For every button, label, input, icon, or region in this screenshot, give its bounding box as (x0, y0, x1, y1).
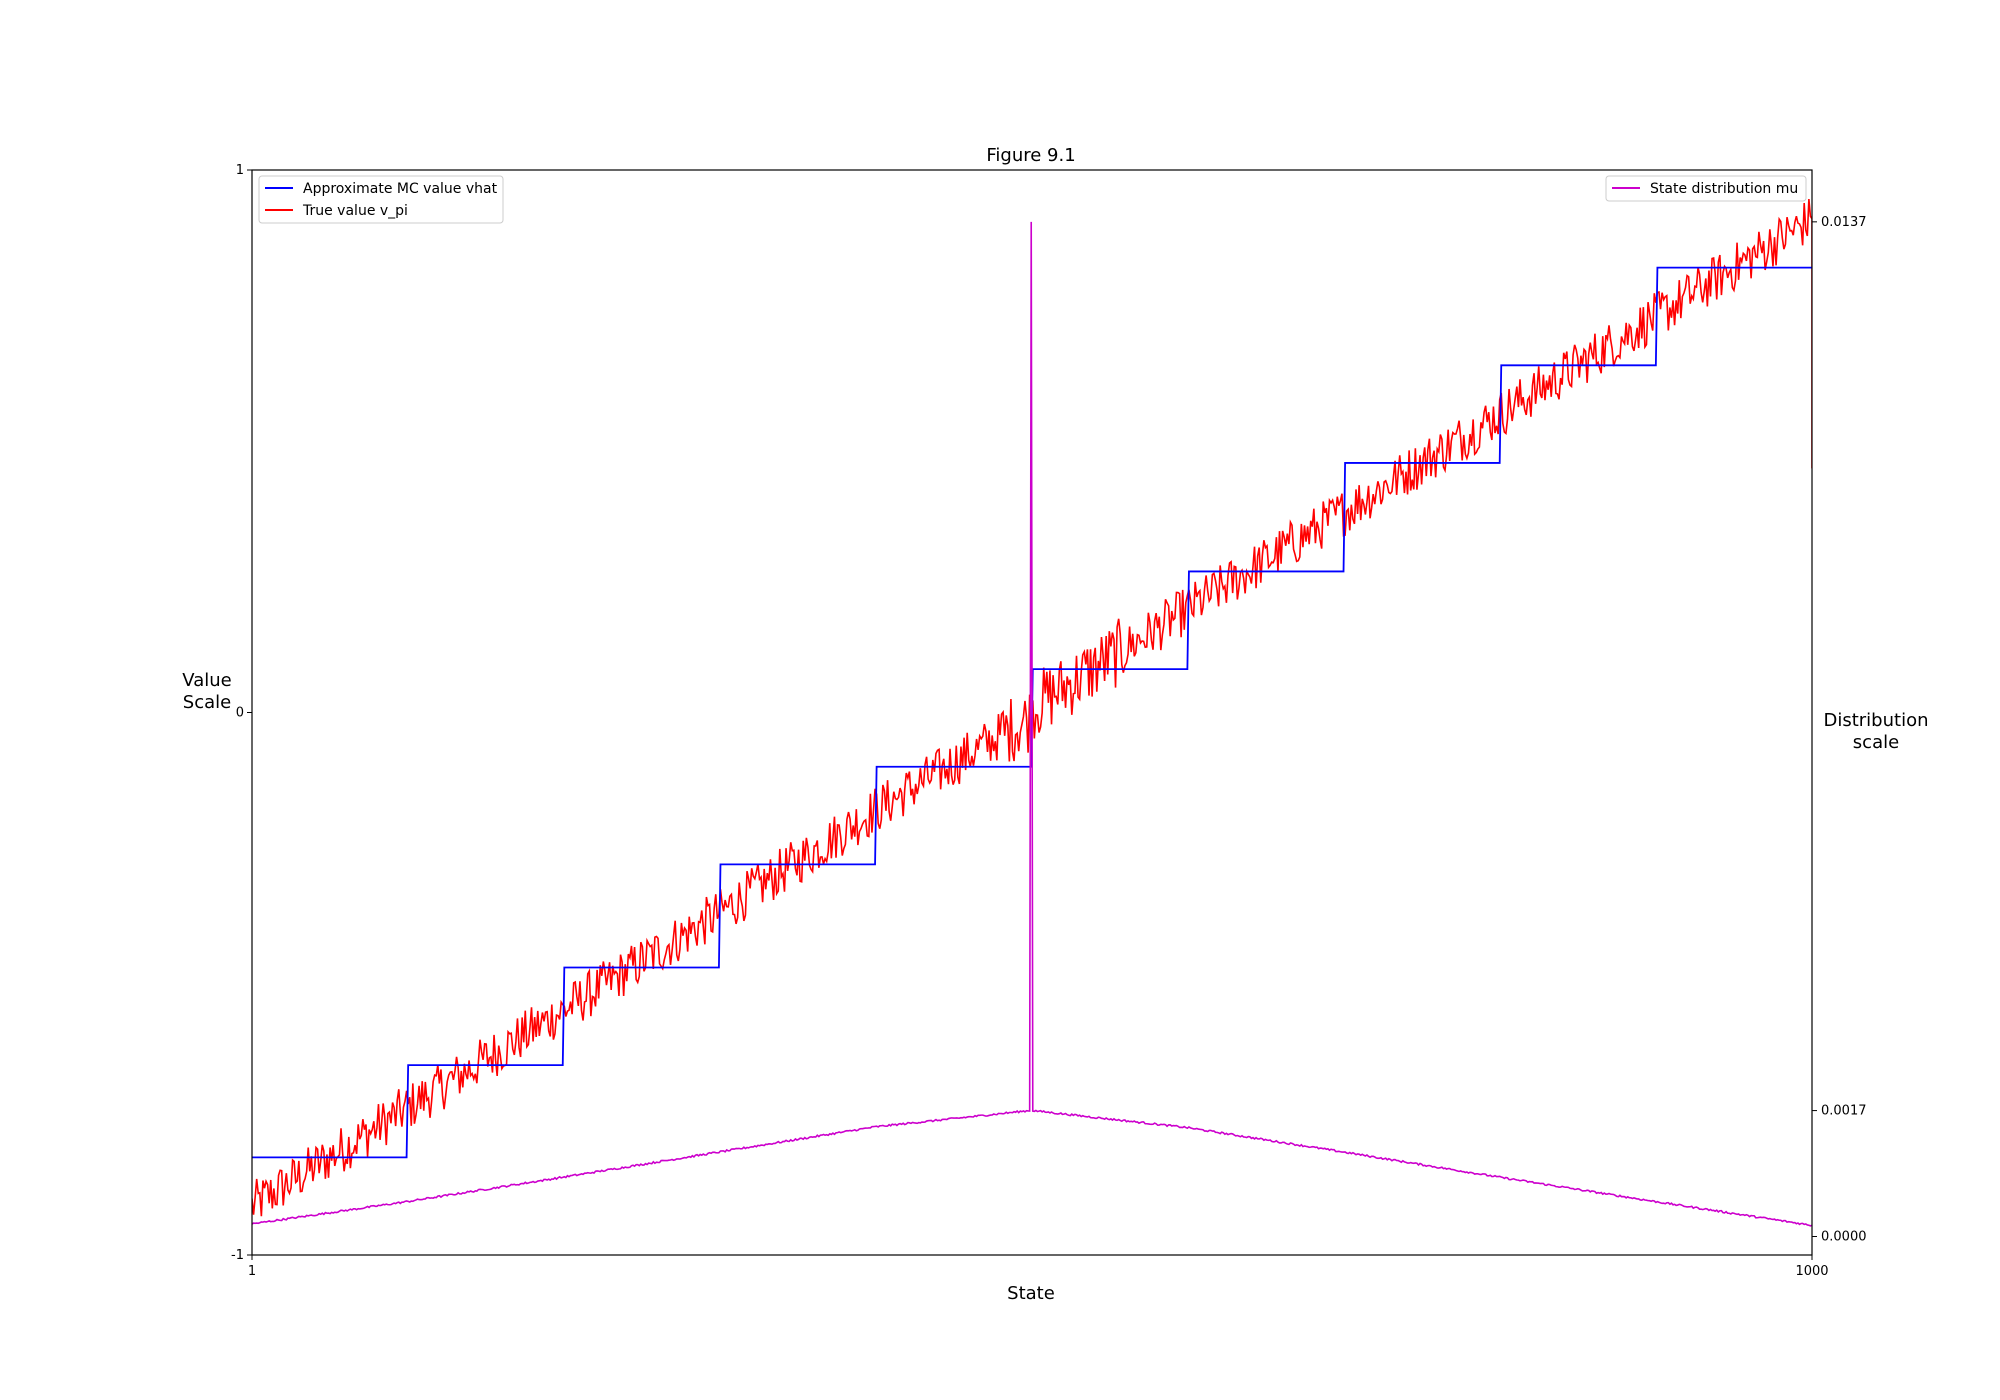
series-line-state-distribution (252, 221, 1812, 1227)
ticks-layer: 1 1000 -1 0 1 0.0000 0.0017 0.0137 (231, 163, 1866, 1279)
legend-left: Approximate MC value vhat True value v_p… (258, 175, 504, 224)
legend-label-vhat: Approximate MC value vhat (303, 181, 498, 197)
plot-area (252, 198, 1812, 1227)
x-tick-label: 1 (248, 1264, 256, 1279)
legend-right-box (1605, 175, 1807, 202)
y2-axis-label-line-2: scale (1853, 732, 1899, 753)
legend-right: State distribution mu (1605, 175, 1807, 202)
legend-label-vpi: True value v_pi (302, 203, 408, 219)
x-tick-label: 1000 (1795, 1264, 1828, 1279)
x-axis-label: State (1007, 1283, 1055, 1304)
y2-tick-label: 0.0137 (1821, 215, 1867, 230)
y2-tick-label: 0.0017 (1821, 1104, 1867, 1119)
y-tick-label: -1 (231, 1248, 244, 1263)
y2-tick-label: 0.0000 (1821, 1229, 1867, 1244)
y-tick-label: 0 (236, 706, 244, 721)
y-axis-label-line-1: Value (182, 670, 231, 691)
y2-axis-label-line-1: Distribution (1823, 710, 1928, 731)
series-layer (252, 198, 1812, 1227)
chart-title: Figure 9.1 (986, 145, 1075, 166)
legend-label-mu: State distribution mu (1650, 181, 1798, 197)
y-axis-label-line-2: Scale (183, 692, 231, 713)
y-tick-label: 1 (236, 163, 244, 178)
legend-left-box (258, 175, 504, 224)
